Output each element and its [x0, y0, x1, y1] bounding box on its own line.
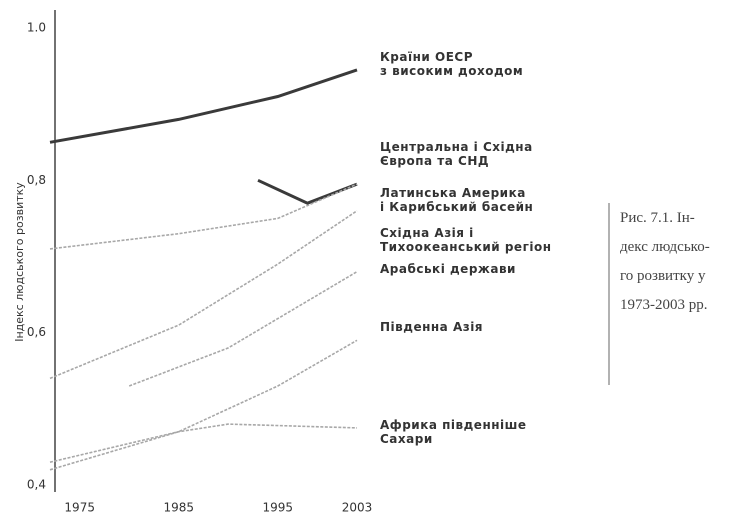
series-line	[49, 68, 358, 144]
series-label: Латинська Америка і Карибський басейн	[380, 186, 534, 214]
series-line	[49, 210, 358, 380]
series-label: Арабські держави	[380, 262, 516, 276]
series-label: Африка південніше Сахари	[380, 418, 527, 446]
x-tick-label: 1975	[64, 501, 95, 515]
series-label: Країни ОЕСР з високим доходом	[380, 50, 524, 78]
caption: Рис. 7.1. Ін- декс людсько- го розвитку …	[620, 210, 710, 313]
y-axis-label: Індекс людського розвитку	[13, 182, 26, 342]
y-tick-label: 0,6	[27, 325, 46, 339]
x-tick-label: 1985	[163, 501, 194, 515]
y-tick-label: 1.0	[27, 21, 46, 35]
series-label: Центральна і Східна Європа та СНД	[380, 140, 533, 168]
series-line	[49, 183, 358, 250]
y-tick-label: 0,4	[27, 478, 46, 492]
series-line	[49, 339, 358, 471]
series-line	[128, 271, 358, 387]
x-tick-label: 2003	[342, 501, 373, 515]
series-label: Східна Азія і Тихоокеанський регіон	[380, 226, 552, 254]
x-tick-label: 1995	[263, 501, 294, 515]
series-line	[257, 178, 358, 205]
series-label: Південна Азія	[380, 320, 484, 334]
y-tick-label: 0,8	[27, 173, 46, 187]
